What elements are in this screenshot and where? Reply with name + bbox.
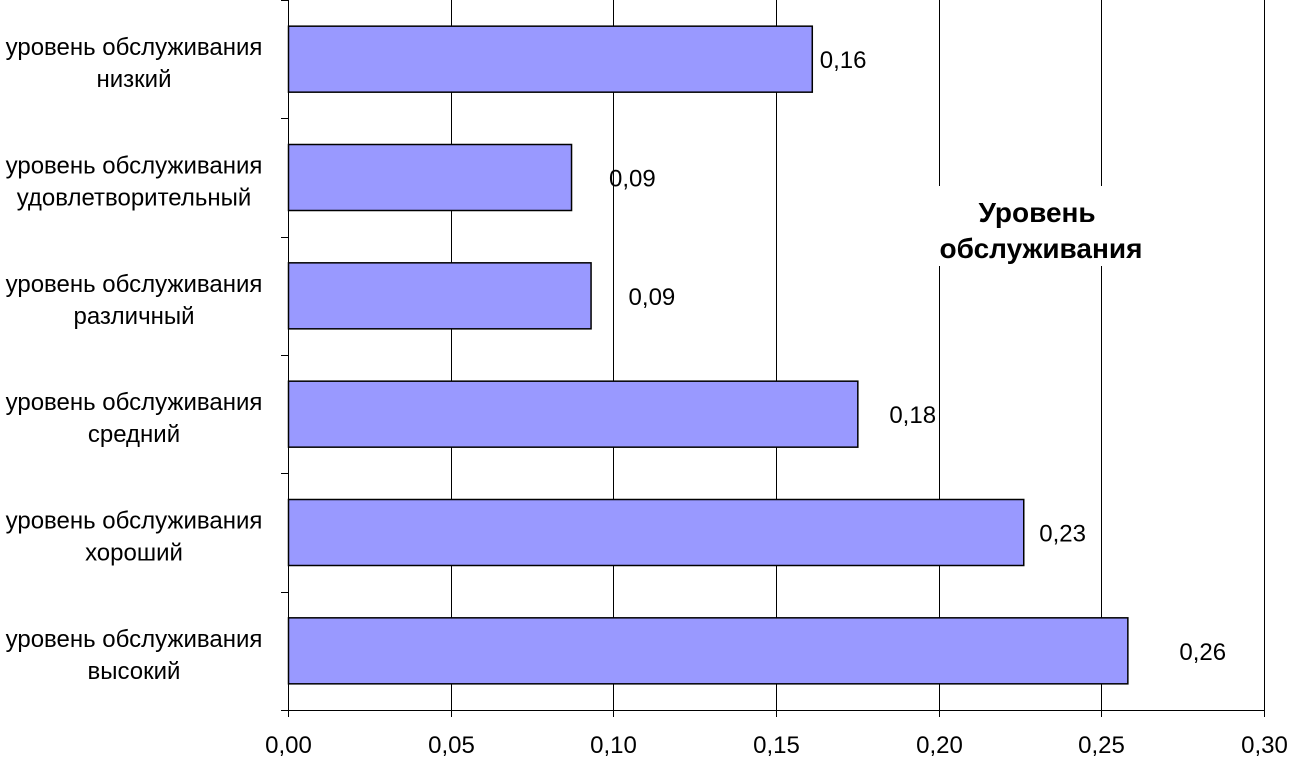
category-label-line: уровень обслуживания xyxy=(6,153,263,180)
legend-line-2: обслуживания xyxy=(940,233,1143,264)
category-label: уровень обслуживания средний xyxy=(6,389,263,448)
category-label: уровень обслуживания удовлетворительный xyxy=(6,153,263,212)
data-labels: 0,16 0,09 0,09 0,18 0,23 0,26 xyxy=(609,47,1226,666)
x-tick-label: 0,25 xyxy=(1078,732,1125,758)
data-label: 0,16 xyxy=(820,47,867,74)
category-label: уровень обслуживания низкий xyxy=(6,34,263,93)
category-label-line: высокий xyxy=(88,658,181,685)
data-label: 0,26 xyxy=(1179,639,1226,666)
category-label-line: уровень обслуживания xyxy=(6,389,263,416)
bar xyxy=(287,262,592,330)
axes xyxy=(281,0,1265,717)
gridlines xyxy=(451,0,1265,710)
x-tick-labels: 0,00 0,05 0,10 0,15 0,20 0,25 0,30 xyxy=(265,732,1288,758)
category-label-line: уровень обслуживания xyxy=(6,271,263,298)
data-label: 0,09 xyxy=(609,166,656,193)
category-label-line: уровень обслуживания xyxy=(6,34,263,61)
category-label-line: низкий xyxy=(97,66,172,93)
bar xyxy=(287,617,1129,685)
x-tick-label: 0,05 xyxy=(428,732,475,758)
category-label-line: хороший xyxy=(85,540,183,567)
bar xyxy=(287,380,859,448)
category-label-line: средний xyxy=(88,421,180,448)
x-tick-label: 0,20 xyxy=(916,732,963,758)
x-tick-label: 0,15 xyxy=(753,732,800,758)
legend-background xyxy=(936,186,1148,266)
bar xyxy=(287,498,1025,567)
data-label: 0,18 xyxy=(889,402,936,429)
category-label-line: уровень обслуживания xyxy=(6,626,263,653)
bars xyxy=(287,25,1129,685)
category-label-line: удовлетворительный xyxy=(17,185,252,212)
category-label: уровень обслуживания различный xyxy=(6,271,263,330)
data-label: 0,09 xyxy=(629,284,676,311)
legend-line-1: Уровень xyxy=(979,197,1096,228)
x-tick-label: 0,30 xyxy=(1241,732,1288,758)
x-tick-label: 0,10 xyxy=(590,732,637,758)
bar xyxy=(287,143,573,212)
legend-entry: Уровень обслуживания xyxy=(940,197,1143,264)
bar xyxy=(287,25,814,93)
category-label-line: уровень обслуживания xyxy=(6,508,263,535)
category-label: уровень обслуживания высокий xyxy=(6,626,263,685)
category-label-line: различный xyxy=(74,303,195,330)
category-label: уровень обслуживания хороший xyxy=(6,508,263,567)
x-tick-label: 0,00 xyxy=(265,732,312,758)
data-label: 0,23 xyxy=(1039,521,1086,548)
